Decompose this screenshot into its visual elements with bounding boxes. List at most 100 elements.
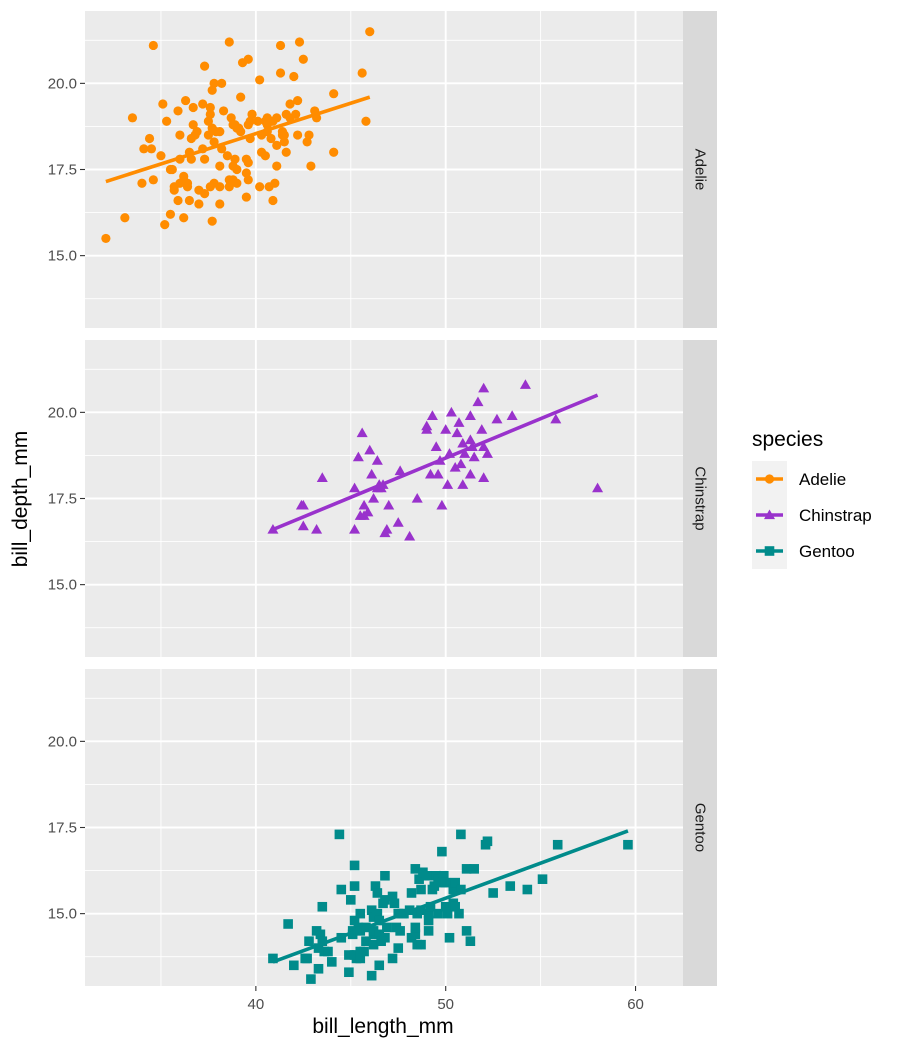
data-point	[464, 468, 476, 479]
data-point	[349, 881, 360, 891]
data-point	[505, 881, 516, 891]
data-point	[366, 468, 378, 479]
data-point	[550, 413, 562, 424]
data-point	[450, 877, 460, 888]
data-point	[306, 161, 316, 171]
panel-gentoo: 15.0 17.5 20.0 Gentoo	[48, 669, 717, 986]
data-point	[272, 161, 282, 171]
data-point	[158, 99, 168, 109]
data-point	[380, 895, 390, 905]
data-point	[306, 974, 316, 984]
data-point	[192, 126, 202, 137]
data-point	[432, 468, 444, 479]
data-point	[395, 926, 405, 936]
data-point	[200, 154, 210, 164]
trend-line	[272, 393, 599, 532]
data-point	[186, 154, 196, 164]
data-point	[304, 936, 314, 947]
data-point	[440, 901, 451, 912]
data-point	[304, 130, 314, 140]
data-point	[461, 864, 472, 874]
data-point	[436, 499, 448, 510]
data-point	[445, 406, 457, 417]
data-point	[450, 901, 460, 912]
data-point	[317, 936, 328, 947]
data-point	[349, 860, 360, 871]
data-point	[362, 506, 374, 517]
data-point	[179, 213, 189, 223]
data-point	[387, 891, 398, 902]
data-point	[289, 960, 299, 971]
data-point	[283, 919, 293, 929]
data-point	[165, 209, 176, 219]
data-point	[344, 967, 354, 978]
data-point	[455, 458, 467, 469]
data-point	[482, 836, 493, 847]
data-point	[297, 520, 309, 531]
data-point	[366, 970, 377, 981]
data-point	[144, 133, 155, 144]
data-point	[198, 99, 208, 109]
data-point	[313, 963, 324, 974]
data-point	[537, 874, 548, 884]
data-point	[272, 113, 282, 123]
data-point	[519, 379, 531, 389]
data-point	[230, 154, 240, 164]
data-point	[359, 946, 369, 957]
data-point	[315, 929, 326, 940]
legend: species Adelie Chinstrap Gentoo	[752, 428, 872, 569]
data-point	[188, 120, 198, 130]
data-point	[345, 895, 356, 905]
legend-item-chinstrap: Chinstrap	[756, 506, 872, 525]
y-tick-label: 17.5	[48, 162, 77, 179]
data-point	[323, 946, 333, 957]
data-point	[522, 884, 533, 895]
data-point	[365, 27, 375, 37]
data-point	[173, 195, 183, 206]
data-point	[357, 68, 367, 78]
data-point	[302, 137, 312, 147]
data-point	[374, 915, 385, 926]
data-point	[440, 424, 452, 434]
data-point	[217, 78, 227, 88]
data-point	[433, 908, 443, 919]
data-point	[361, 936, 371, 947]
data-point	[478, 472, 490, 482]
data-point	[226, 113, 236, 123]
data-point	[429, 881, 440, 891]
y-tick-label: 15.0	[48, 577, 77, 594]
data-point	[442, 479, 454, 489]
data-point	[243, 158, 253, 168]
data-point	[316, 472, 328, 482]
legend-label: Chinstrap	[799, 506, 872, 525]
data-point	[371, 455, 383, 465]
data-point	[424, 468, 437, 479]
data-point	[383, 499, 395, 510]
data-point	[406, 888, 417, 898]
data-point	[297, 499, 309, 510]
data-point	[423, 915, 434, 926]
data-point	[209, 78, 219, 88]
data-point	[175, 130, 185, 140]
data-point	[207, 216, 217, 226]
data-point	[241, 192, 251, 202]
data-point	[215, 161, 225, 171]
legend-item-adelie: Adelie	[756, 470, 846, 489]
data-point	[349, 915, 360, 926]
data-point	[188, 102, 198, 113]
data-point	[372, 908, 383, 919]
data-point	[368, 926, 379, 936]
data-point	[464, 434, 476, 445]
data-point	[448, 884, 459, 895]
data-point	[355, 908, 366, 919]
data-point	[364, 444, 376, 455]
x-tick-label: 50	[437, 996, 454, 1013]
data-point	[382, 922, 392, 933]
legend-key-marker	[764, 474, 775, 484]
data-point	[456, 829, 466, 840]
x-axis-title: bill_length_mm	[312, 1015, 453, 1038]
data-point	[194, 199, 204, 209]
data-point	[326, 957, 337, 967]
facet-panels: 15.017.520.0Adelie15.017.520.0Chinstrap1…	[48, 11, 717, 986]
data-point	[426, 410, 438, 420]
